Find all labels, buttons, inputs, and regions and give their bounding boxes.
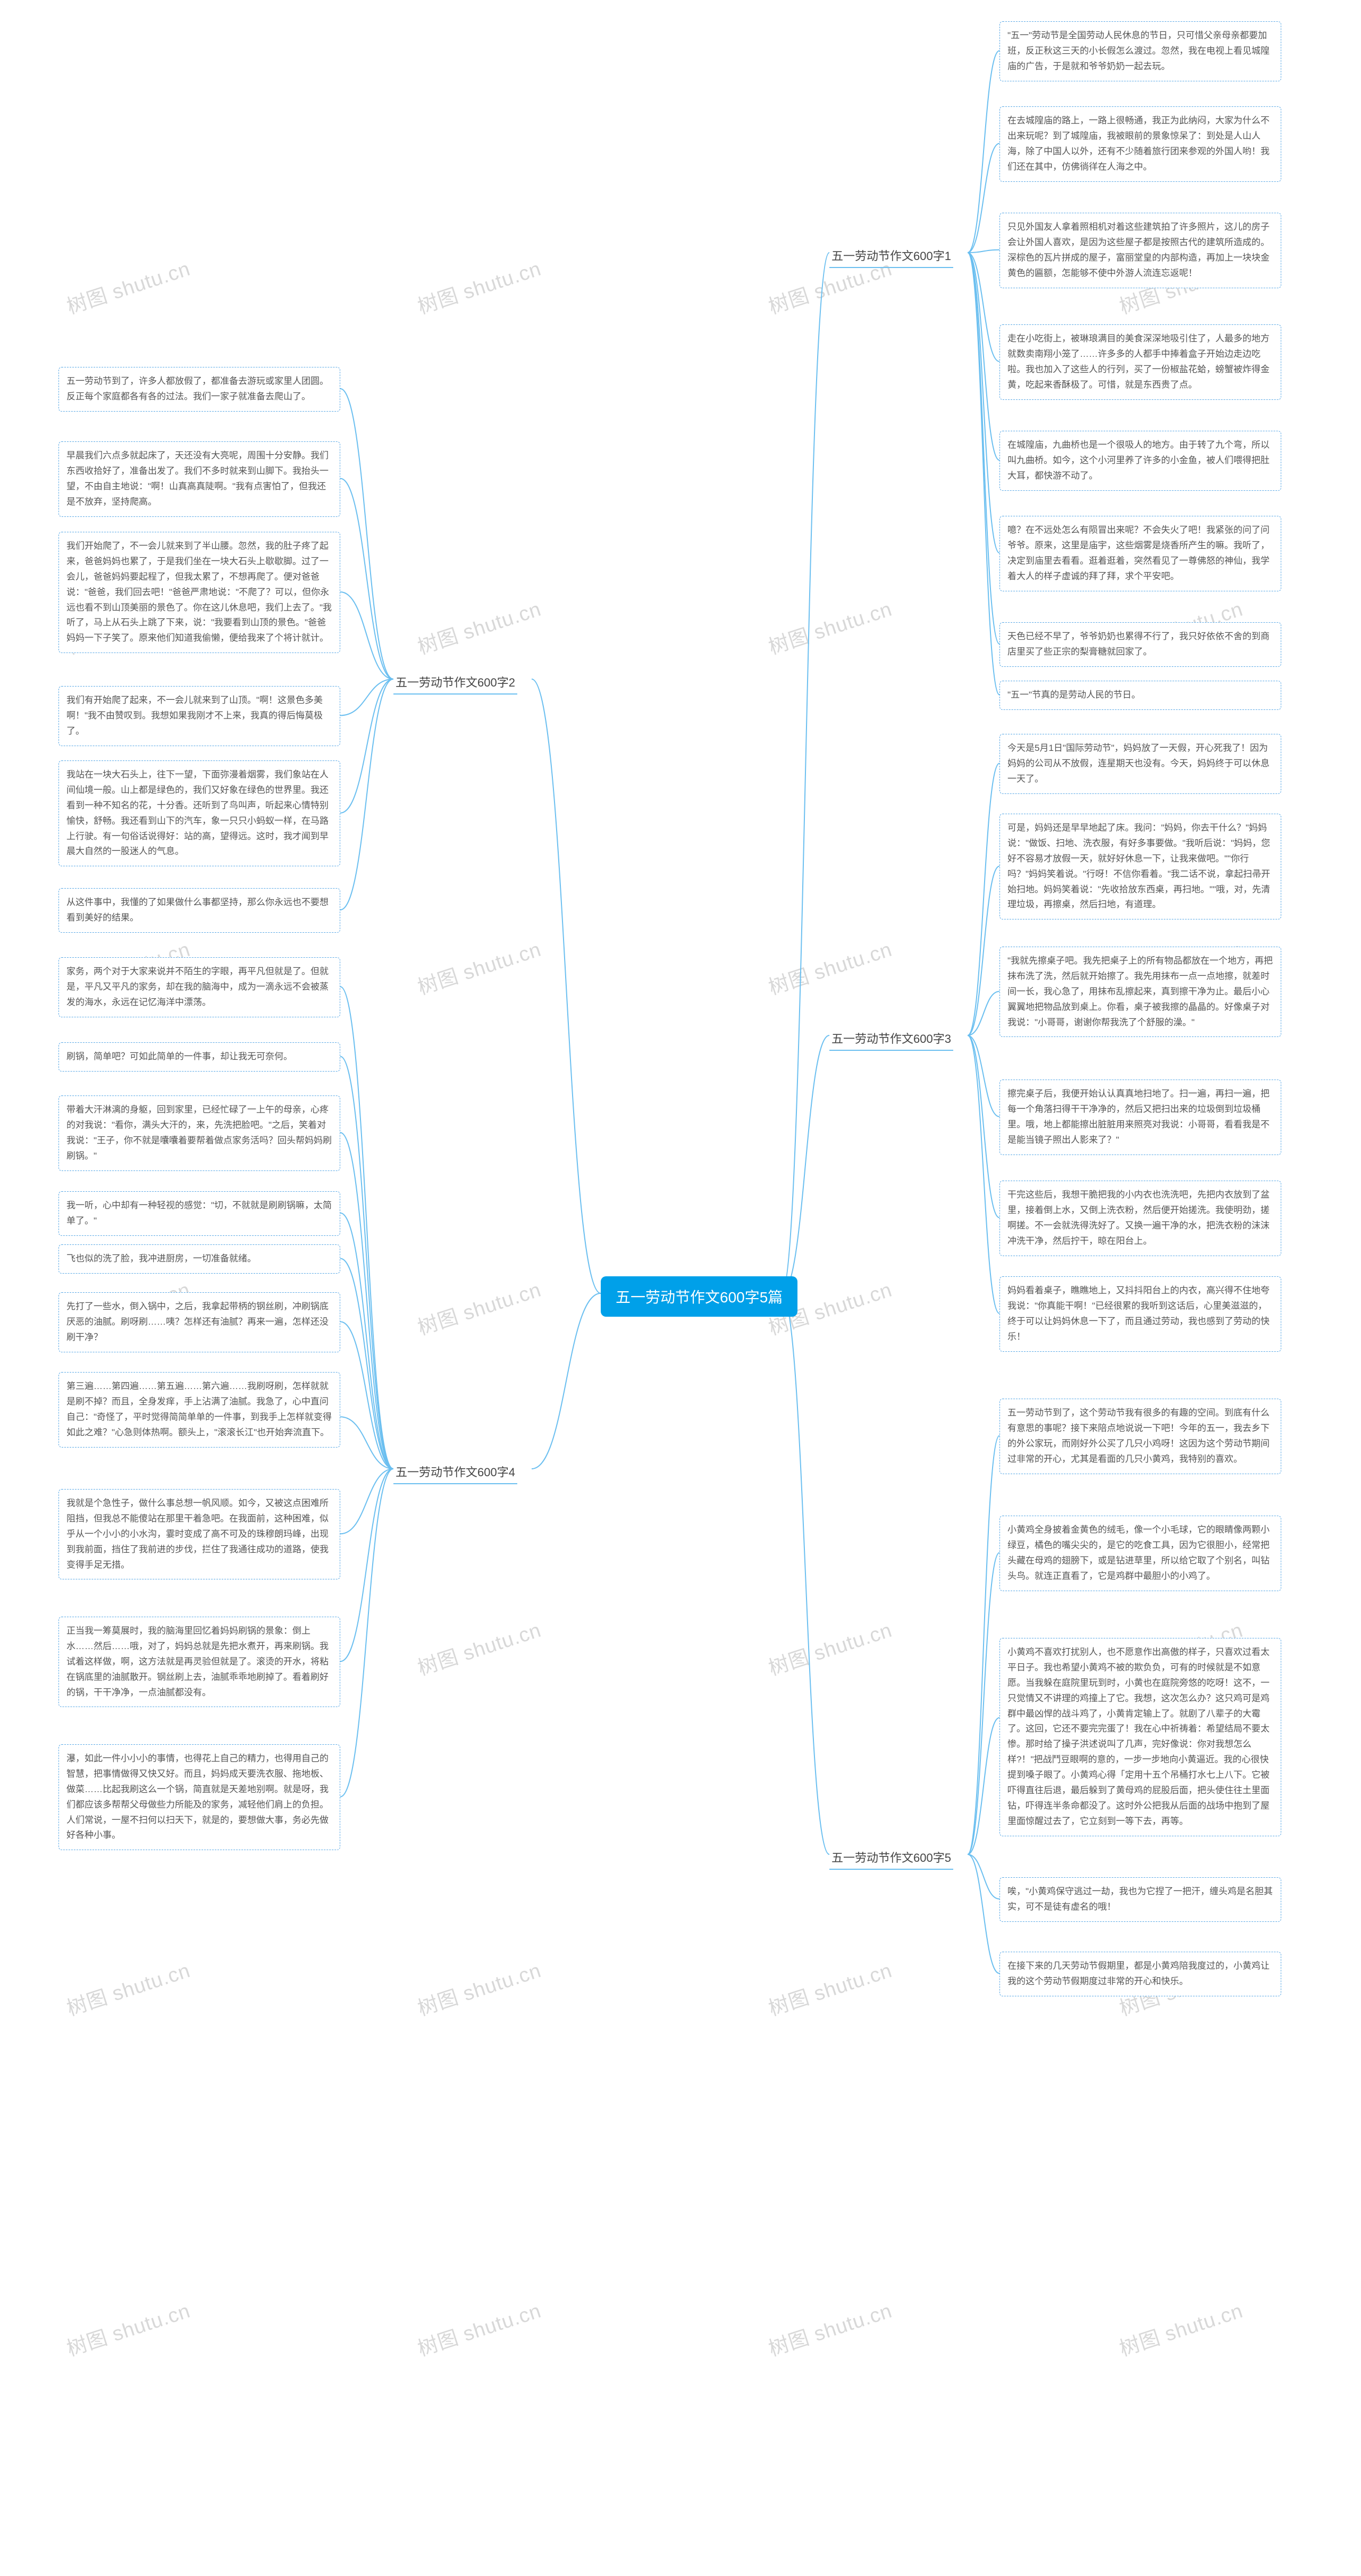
leaf-box: "五一"节真的是劳动人民的节日。 bbox=[999, 681, 1281, 710]
leaf-box: 可是，妈妈还是早早地起了床。我问："妈妈，你去干什么？"妈妈说："做饭、扫地、洗… bbox=[999, 814, 1281, 919]
leaf-box: 只见外国友人拿着照相机对着这些建筑拍了许多照片，这儿的房子会让外国人喜欢，是因为… bbox=[999, 213, 1281, 288]
branch-label: 五一劳动节作文600字5 bbox=[829, 1845, 953, 1870]
watermark: 树图 shutu.cn bbox=[764, 592, 895, 660]
watermark: 树图 shutu.cn bbox=[764, 1613, 895, 1681]
watermark: 树图 shutu.cn bbox=[764, 933, 895, 1000]
watermark: 树图 shutu.cn bbox=[413, 933, 544, 1000]
watermark: 树图 shutu.cn bbox=[413, 2294, 544, 2362]
leaf-box: 飞也似的洗了脸，我冲进厨房，一切准备就绪。 bbox=[58, 1244, 340, 1274]
leaf-box: 小黄鸡全身披着金黄色的绒毛，像一个小毛球，它的眼睛像两颗小绿豆，橘色的嘴尖尖的，… bbox=[999, 1516, 1281, 1591]
leaf-box: "我就先擦桌子吧。我先把桌子上的所有物品都放在一个地方，再把抹布洗了洗，然后就开… bbox=[999, 947, 1281, 1037]
leaf-box: 妈妈看着桌子，瞧瞧地上，又抖抖阳台上的内衣，高兴得不住地夸我说："你真能干啊！"… bbox=[999, 1276, 1281, 1352]
leaf-box: 在去城隍庙的路上，一路上很畅通，我正为此纳闷，大家为什么不出来玩呢？到了城隍庙，… bbox=[999, 106, 1281, 182]
leaf-box: 刷锅，简单吧？可如此简单的一件事，却让我无可奈何。 bbox=[58, 1042, 340, 1072]
leaf-box: 噫？在不远处怎么有陨冒出来呢？不会失火了吧！我紧张的问了问爷爷。原来，这里是庙宇… bbox=[999, 516, 1281, 591]
leaf-box: 天色已经不早了，爷爷奶奶也累得不行了，我只好依依不舍的到商店里买了些正宗的梨膏糖… bbox=[999, 622, 1281, 667]
leaf-box: 走在小吃街上，被琳琅满目的美食深深地吸引住了，人最多的地方就数卖南翔小笼了……许… bbox=[999, 324, 1281, 400]
leaf-box: 在城隍庙，九曲桥也是一个很吸人的地方。由于转了九个弯，所以叫九曲桥。如今，这个小… bbox=[999, 431, 1281, 491]
branch-label: 五一劳动节作文600字3 bbox=[829, 1026, 953, 1051]
leaf-box: 我就是个急性子，做什么事总想一帆风顺。如今，又被这点困难所阻挡，但我总不能傻站在… bbox=[58, 1489, 340, 1579]
leaf-box: 小黄鸡不喜欢打扰别人，也不愿意作出高傲的样子，只喜欢过看太平日子。我也希望小黄鸡… bbox=[999, 1638, 1281, 1836]
watermark: 树图 shutu.cn bbox=[764, 2294, 895, 2362]
leaf-box: 第三遍……第四遍……第五遍……第六遍……我刷呀刷，怎样就就是刷不掉？而且，全身发… bbox=[58, 1372, 340, 1448]
branch-label: 五一劳动节作文600字4 bbox=[393, 1460, 517, 1484]
leaf-box: 我一听，心中却有一种轻视的感觉："切，不就就是刷刷锅嘛，太简单了。" bbox=[58, 1191, 340, 1236]
branch-label: 五一劳动节作文600字2 bbox=[393, 670, 517, 695]
leaf-box: 在接下来的几天劳动节假期里，都是小黄鸡陪我度过的，小黄鸡让我的这个劳动节假期度过… bbox=[999, 1952, 1281, 1996]
watermark: 树图 shutu.cn bbox=[62, 2294, 193, 2362]
leaf-box: 五一劳动节到了，这个劳动节我有很多的有趣的空间。到底有什么有意思的事呢？接下来陪… bbox=[999, 1399, 1281, 1474]
watermark: 树图 shutu.cn bbox=[413, 1613, 544, 1681]
watermark: 树图 shutu.cn bbox=[413, 592, 544, 660]
leaf-box: 瀑，如此一件小小小的事情，也得花上自己的精力，也得用自己的智慧，把事情做得又快又… bbox=[58, 1744, 340, 1850]
watermark: 树图 shutu.cn bbox=[764, 1954, 895, 2021]
root-node: 五一劳动节作文600字5篇 bbox=[601, 1276, 797, 1317]
leaf-box: 我站在一块大石头上，往下一望，下面弥漫着烟雾，我们象站在人间仙境一般。山上都是绿… bbox=[58, 760, 340, 866]
watermark: 树图 shutu.cn bbox=[413, 252, 544, 320]
leaf-box: 家务，两个对于大家来说并不陌生的字眼，再平凡但就是了。但就是，平凡又平凡的家务，… bbox=[58, 957, 340, 1017]
watermark: 树图 shutu.cn bbox=[62, 252, 193, 320]
leaf-box: 今天是5月1日"国际劳动节"，妈妈放了一天假，开心死我了！因为妈妈的公司从不放假… bbox=[999, 734, 1281, 794]
leaf-box: 正当我一筹莫展时，我的脑海里回忆着妈妈刷锅的景象：倒上水……然后……哦，对了，妈… bbox=[58, 1617, 340, 1707]
leaf-box: 我们有开始爬了起来，不一会儿就来到了山顶。"啊！这景色多美啊！"我不由赞叹到。我… bbox=[58, 686, 340, 746]
leaf-box: 五一劳动节到了，许多人都放假了，都准备去游玩或家里人团圆。反正每个家庭都各有各的… bbox=[58, 367, 340, 412]
leaf-box: 我们开始爬了，不一会儿就来到了半山腰。忽然，我的肚子疼了起来，爸爸妈妈也累了，于… bbox=[58, 532, 340, 653]
leaf-box: 先打了一些水，倒入锅中，之后，我拿起带柄的钢丝刷，冲刷锅底厌恶的油腻。刷呀刷……… bbox=[58, 1292, 340, 1352]
branch-label: 五一劳动节作文600字1 bbox=[829, 244, 953, 268]
watermark: 树图 shutu.cn bbox=[62, 1954, 193, 2021]
leaf-box: 擦完桌子后，我便开始认认真真地扫地了。扫一遍，再扫一遍，把每一个角落扫得干干净净… bbox=[999, 1080, 1281, 1155]
leaf-box: "五一"劳动节是全国劳动人民休息的节日，只可惜父亲母亲都要加班，反正秋这三天的小… bbox=[999, 21, 1281, 81]
leaf-box: 带着大汗淋漓的身躯，回到家里，已经忙碌了一上午的母亲，心疼的对我说："看你，满头… bbox=[58, 1095, 340, 1171]
leaf-box: 干完这些后，我想干脆把我的小内衣也洗洗吧，先把内衣放到了盆里，接着倒上水，又倒上… bbox=[999, 1181, 1281, 1256]
watermark: 树图 shutu.cn bbox=[413, 1273, 544, 1341]
leaf-box: 早晨我们六点多就起床了，天还没有大亮呢，周围十分安静。我们东西收拾好了，准备出发… bbox=[58, 441, 340, 517]
leaf-box: 唉，"小黄鸡保守逃过一劫，我也为它捏了一把汗，缠头鸡是名胆其实，可不是徒有虚名的… bbox=[999, 1877, 1281, 1922]
watermark: 树图 shutu.cn bbox=[413, 1954, 544, 2021]
leaf-box: 从这件事中，我懂的了如果做什么事都坚持，那么你永远也不要想看到美好的结果。 bbox=[58, 888, 340, 933]
watermark: 树图 shutu.cn bbox=[1115, 2294, 1246, 2362]
